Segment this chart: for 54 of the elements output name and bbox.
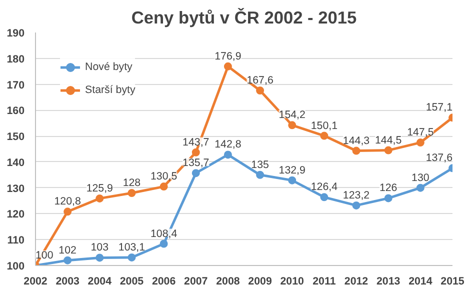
x-tick-label: 2012 [344, 276, 368, 287]
data-label: 135 [251, 158, 269, 171]
data-label: 157,1 [426, 102, 453, 114]
data-label: 123,2 [342, 189, 370, 202]
x-tick-label: 2010 [280, 276, 304, 287]
y-tick-label: 180 [6, 53, 25, 66]
y-tick-label: 140 [6, 156, 25, 169]
x-tick-label: 2013 [376, 276, 400, 287]
data-label: 144,5 [375, 134, 402, 146]
data-label: 154,2 [278, 109, 306, 122]
legend-label: Nové byty [85, 61, 132, 73]
data-label: 125,9 [86, 182, 114, 194]
data-label: 120,8 [54, 196, 81, 208]
x-tick-label: 2002 [24, 276, 48, 287]
data-label: 147,5 [407, 126, 434, 139]
y-tick-label: 120 [6, 208, 25, 221]
data-label: 132,9 [278, 164, 306, 176]
y-tick-label: 170 [6, 79, 25, 92]
data-label: 176,9 [214, 50, 242, 62]
data-label: 108,4 [150, 228, 178, 240]
data-label: 130 [412, 172, 430, 184]
data-label: 167,6 [246, 74, 274, 86]
chart-title: Ceny bytů v ČR 2002 - 2015 [131, 8, 358, 28]
y-tick-label: 130 [6, 182, 25, 195]
x-tick-label: 2011 [312, 276, 336, 287]
data-label: 130,5 [150, 170, 178, 183]
data-label: 142,8 [214, 138, 242, 151]
x-tick-label: 2005 [120, 276, 144, 287]
legend-label: Starší byty [85, 84, 136, 96]
data-label: 137,6 [426, 152, 453, 164]
x-tick-label: 2008 [216, 276, 240, 287]
data-label: 126 [379, 182, 398, 194]
x-tick-label: 2007 [184, 276, 208, 287]
y-tick-label: 100 [6, 260, 25, 272]
x-tick-label: 2004 [88, 276, 112, 287]
x-tick-label: 2003 [56, 276, 80, 287]
data-label: 144,3 [342, 134, 370, 147]
x-tick-label: 2009 [248, 276, 272, 287]
y-tick-label: 190 [6, 28, 25, 40]
data-label: 135,7 [182, 157, 210, 170]
data-label: 103 [90, 242, 109, 254]
y-tick-label: 110 [7, 234, 25, 247]
x-tick-label: 2006 [152, 276, 176, 287]
x-tick-label: 2015 [440, 276, 464, 287]
x-tick-label: 2014 [408, 276, 432, 287]
data-label: 126,4 [310, 181, 338, 194]
data-label: 103,1 [118, 241, 146, 254]
y-tick-label: 150 [6, 131, 25, 144]
data-label: 143,7 [182, 136, 210, 148]
data-label: 102 [58, 244, 77, 256]
data-label: 100 [36, 250, 54, 262]
data-label: 128 [122, 177, 141, 190]
y-tick-label: 160 [6, 105, 25, 118]
data-label: 150,1 [310, 120, 338, 132]
